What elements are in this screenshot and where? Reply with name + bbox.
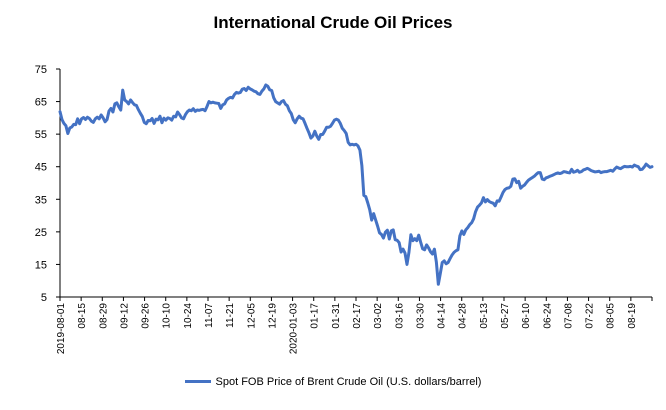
x-tick-label: 09-12 [119,303,130,329]
y-tick-label: 35 [35,194,47,206]
legend-swatch [184,379,211,383]
series-line-brent [58,83,654,286]
x-tick-label: 04-14 [437,303,448,329]
x-tick-label: 06-24 [542,303,553,329]
x-tick-label: 06-10 [521,303,532,329]
y-tick-label: 15 [35,259,47,271]
x-tick-label: 03-16 [394,303,405,329]
x-tick-label: 08-05 [606,303,617,329]
x-tick-label: 01-31 [331,303,342,329]
x-tick-label: 2020-01-03 [289,303,300,355]
y-tick-label: 75 [35,64,47,76]
x-axis-ticks: 2019-08-01 08-15 08-29 09-12 09-26 10-10 10-24… [56,297,653,355]
y-tick-label: 45 [35,162,47,174]
y-tick-label: 55 [35,129,47,141]
x-tick-label: 11-21 [225,303,236,328]
x-tick-label: 10-10 [162,303,173,329]
x-tick-label: 08-15 [77,303,88,329]
legend-label: Spot FOB Price of Brent Crude Oil (U.S. … [215,376,482,388]
x-tick-label: 01-17 [310,303,321,329]
x-tick-label: 02-17 [352,303,363,329]
x-tick-label: 08-29 [98,303,109,329]
y-tick-label: 65 [35,97,47,109]
x-tick-label: 03-02 [373,303,384,329]
axes [59,69,652,298]
x-tick-label: 10-24 [183,303,194,329]
x-tick-label: 2019-08-01 [56,303,67,355]
y-tick-label: 25 [35,227,47,239]
x-tick-label: 07-22 [585,303,596,329]
x-tick-label: 09-26 [141,303,152,329]
series-layer [58,83,654,286]
y-axis-ticks: 5 15 25 35 45 55 65 75 [35,64,60,304]
x-tick-label: 07-08 [563,303,574,329]
x-tick-label: 05-27 [500,303,511,329]
x-tick-label: 12-19 [267,303,278,329]
x-tick-label: 05-13 [479,303,490,329]
chart-title: International Crude Oil Prices [213,13,453,32]
y-tick-label: 5 [41,292,47,304]
x-tick-label: 04-28 [458,303,469,329]
legend: Spot FOB Price of Brent Crude Oil (U.S. … [0,376,666,388]
x-tick-label: 03-30 [415,303,426,329]
x-tick-label: 08-19 [627,303,638,329]
x-tick-label: 12-05 [246,303,257,329]
x-tick-label: 11-07 [204,303,215,328]
